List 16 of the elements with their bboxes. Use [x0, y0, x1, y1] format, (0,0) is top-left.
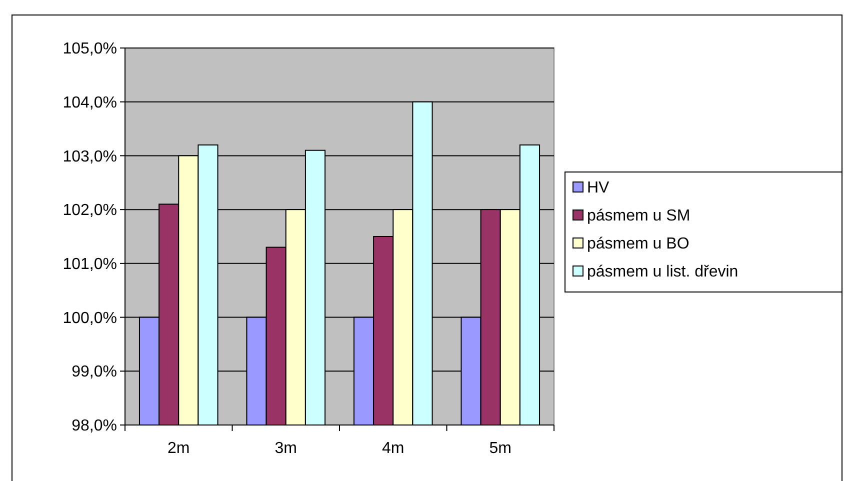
legend-label: pásmem u list. dřevin [587, 264, 738, 281]
y-tick-label: 101,0% [62, 256, 117, 274]
y-tick-label: 99,0% [72, 364, 117, 381]
y-tick-label: 104,0% [62, 94, 117, 112]
y-tick-label: 100,0% [62, 310, 117, 327]
legend-label: pásmem u SM [587, 208, 690, 225]
legend-label: HV [587, 180, 610, 197]
x-tick-label: 2m [168, 440, 190, 457]
y-tick-label: 102,0% [62, 202, 117, 220]
x-tick-label: 4m [382, 440, 404, 457]
legend-label: pásmem u BO [587, 236, 690, 253]
y-tick-label: 98,0% [72, 418, 117, 435]
x-tick-label: 3m [274, 440, 297, 457]
x-tick-label: 5m [489, 440, 512, 457]
y-tick-label: 105,0% [62, 40, 117, 58]
y-tick-label: 103,0% [62, 148, 117, 166]
